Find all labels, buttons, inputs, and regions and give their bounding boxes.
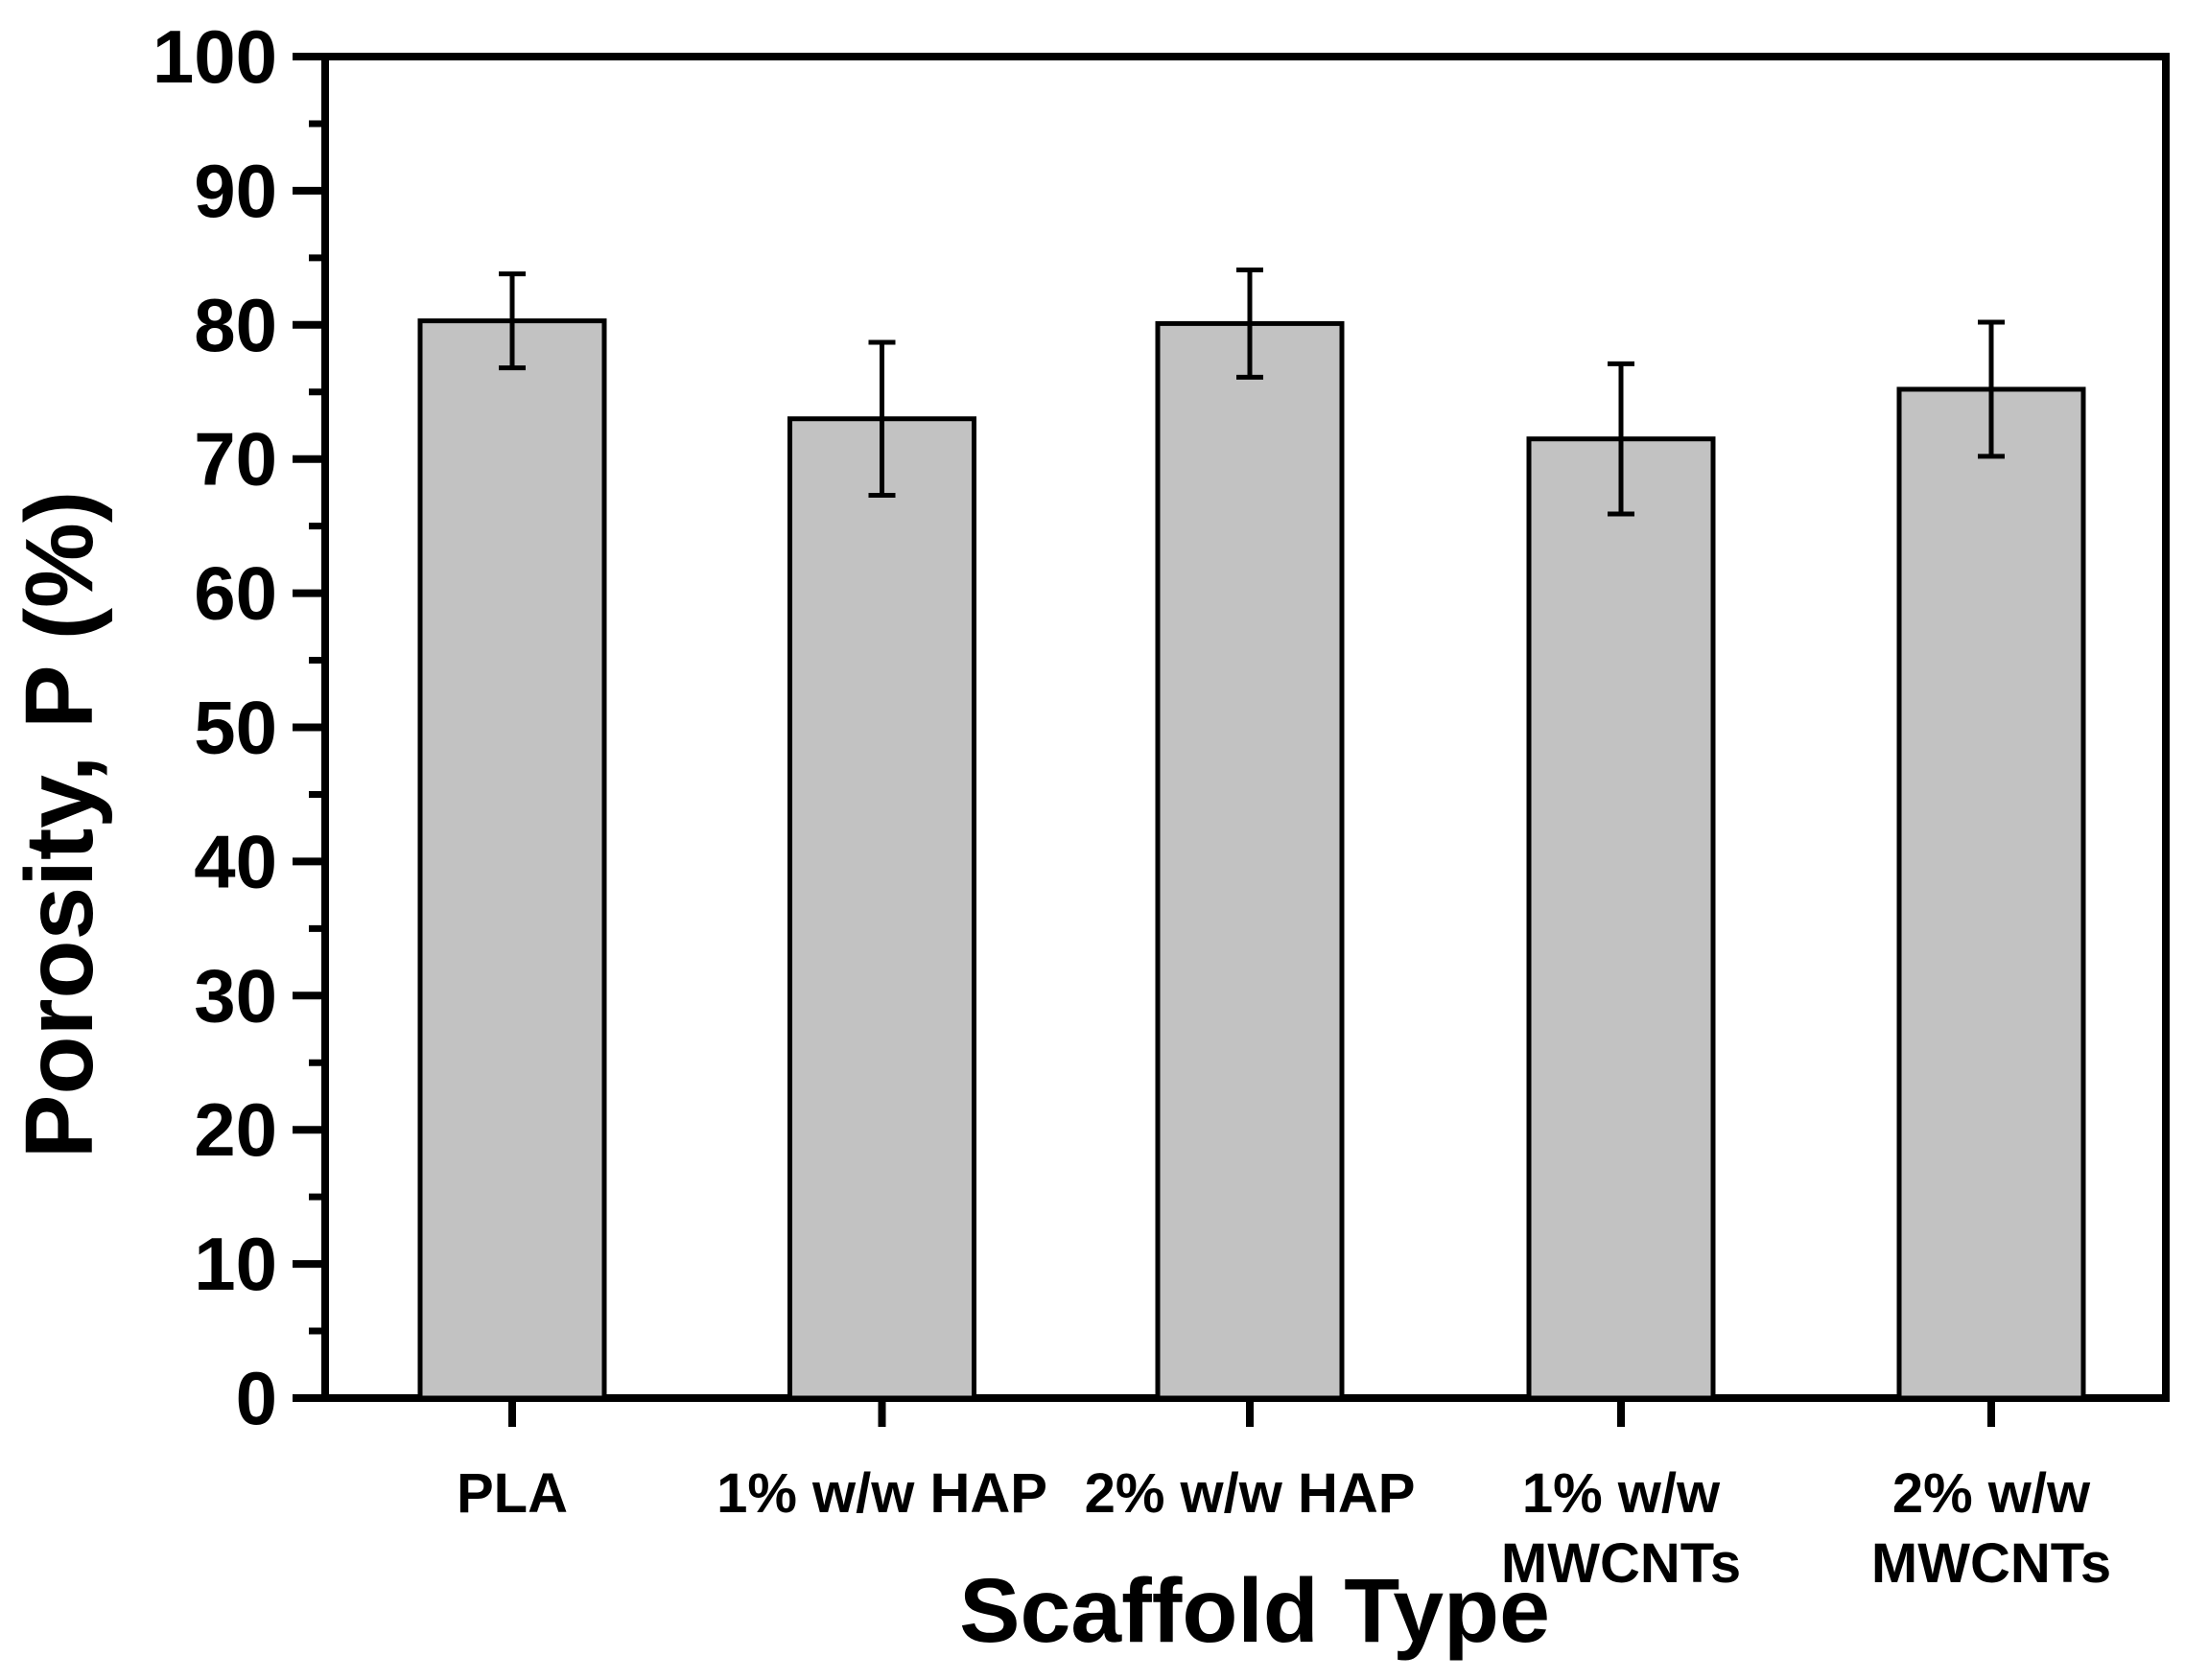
category-label: 2% w/w HAP <box>1085 1462 1416 1525</box>
y-tick-label: 100 <box>153 14 277 99</box>
y-tick-label: 70 <box>194 417 277 502</box>
bar <box>1896 386 2086 1401</box>
y-tick-label: 50 <box>194 686 277 770</box>
bar <box>1526 436 1716 1401</box>
x-axis-title: Scaffold Type <box>959 1560 1550 1662</box>
y-tick-label: 40 <box>194 819 277 903</box>
y-axis-title: Porosity, P (%) <box>6 491 113 1158</box>
y-tick-label: 60 <box>194 551 277 636</box>
y-tick-label: 30 <box>194 953 277 1038</box>
y-tick-label: 20 <box>194 1087 277 1172</box>
category-label: 1% w/w HAP <box>717 1462 1047 1525</box>
y-tick-label: 80 <box>194 283 277 367</box>
y-tick-label: 10 <box>194 1222 277 1306</box>
category-label: 1% w/w MWCNTs <box>1501 1462 1741 1595</box>
bar <box>417 318 607 1401</box>
category-label: PLA <box>457 1462 568 1525</box>
plot-area: 0 10 20 30 40 50 60 70 80 90 100 PLA 1% w/w HAP 2% w/… <box>153 14 2170 1595</box>
bar <box>787 416 976 1401</box>
y-tick-label: 0 <box>236 1356 277 1440</box>
bar <box>1155 320 1345 1401</box>
category-label: 2% w/w MWCNTs <box>1871 1462 2111 1595</box>
y-tick-label: 90 <box>194 149 277 233</box>
